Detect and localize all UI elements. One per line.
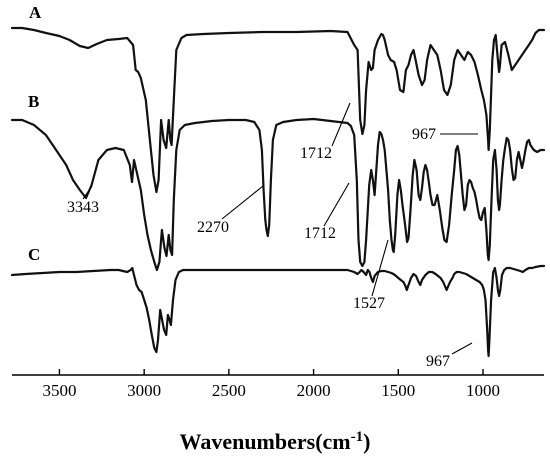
annotations-group: 1712 967 3343 2270 1712 1527 967: [67, 102, 478, 370]
annotation-label-967-c: 967: [426, 353, 450, 370]
x-axis-ticks: 3500 3000 2500 2000 1500 1000: [42, 369, 500, 400]
x-tick-label-2000: 2000: [297, 381, 331, 400]
spectrum-line-a: [10, 26, 546, 194]
annotation-label-3343-b: 3343: [67, 199, 99, 216]
annotation-leader-2270-b: [221, 185, 264, 220]
annotation-label-1712-b: 1712: [304, 225, 336, 242]
x-tick-label-1500: 1500: [381, 381, 415, 400]
x-axis-title: Wavenumbers(cm-1): [180, 429, 371, 454]
x-tick-label-2500: 2500: [212, 381, 246, 400]
x-axis-title-text: Wavenumbers(cm: [180, 429, 351, 454]
x-axis: 3500 3000 2500 2000 1500 1000: [12, 369, 544, 400]
annotation-leader-967-c: [451, 342, 473, 355]
annotation-label-1712-a: 1712: [300, 145, 332, 162]
annotation-label-967-a: 967: [412, 126, 436, 143]
series-label-c: C: [28, 245, 40, 264]
annotation-leader-1712-a: [331, 102, 351, 147]
series-labels-group: A B C: [28, 3, 42, 264]
annotation-leader-1712-b: [323, 182, 350, 227]
annotation-leader-3343-b: [82, 185, 93, 200]
x-tick-label-1000: 1000: [466, 381, 500, 400]
annotation-leader-1527-b: [371, 239, 389, 297]
x-tick-label-3500: 3500: [42, 381, 76, 400]
spectrum-line-c: [10, 264, 546, 358]
x-tick-label-3000: 3000: [127, 381, 161, 400]
series-label-a: A: [29, 3, 42, 22]
spectra-group: [10, 26, 546, 358]
series-label-b: B: [28, 92, 39, 111]
x-axis-title-superscript: -1: [351, 429, 364, 445]
annotation-label-2270-b: 2270: [197, 219, 229, 236]
annotation-label-1527-b: 1527: [353, 295, 385, 312]
spectrum-line-b: [10, 117, 546, 272]
x-axis-title-close: ): [363, 429, 370, 454]
